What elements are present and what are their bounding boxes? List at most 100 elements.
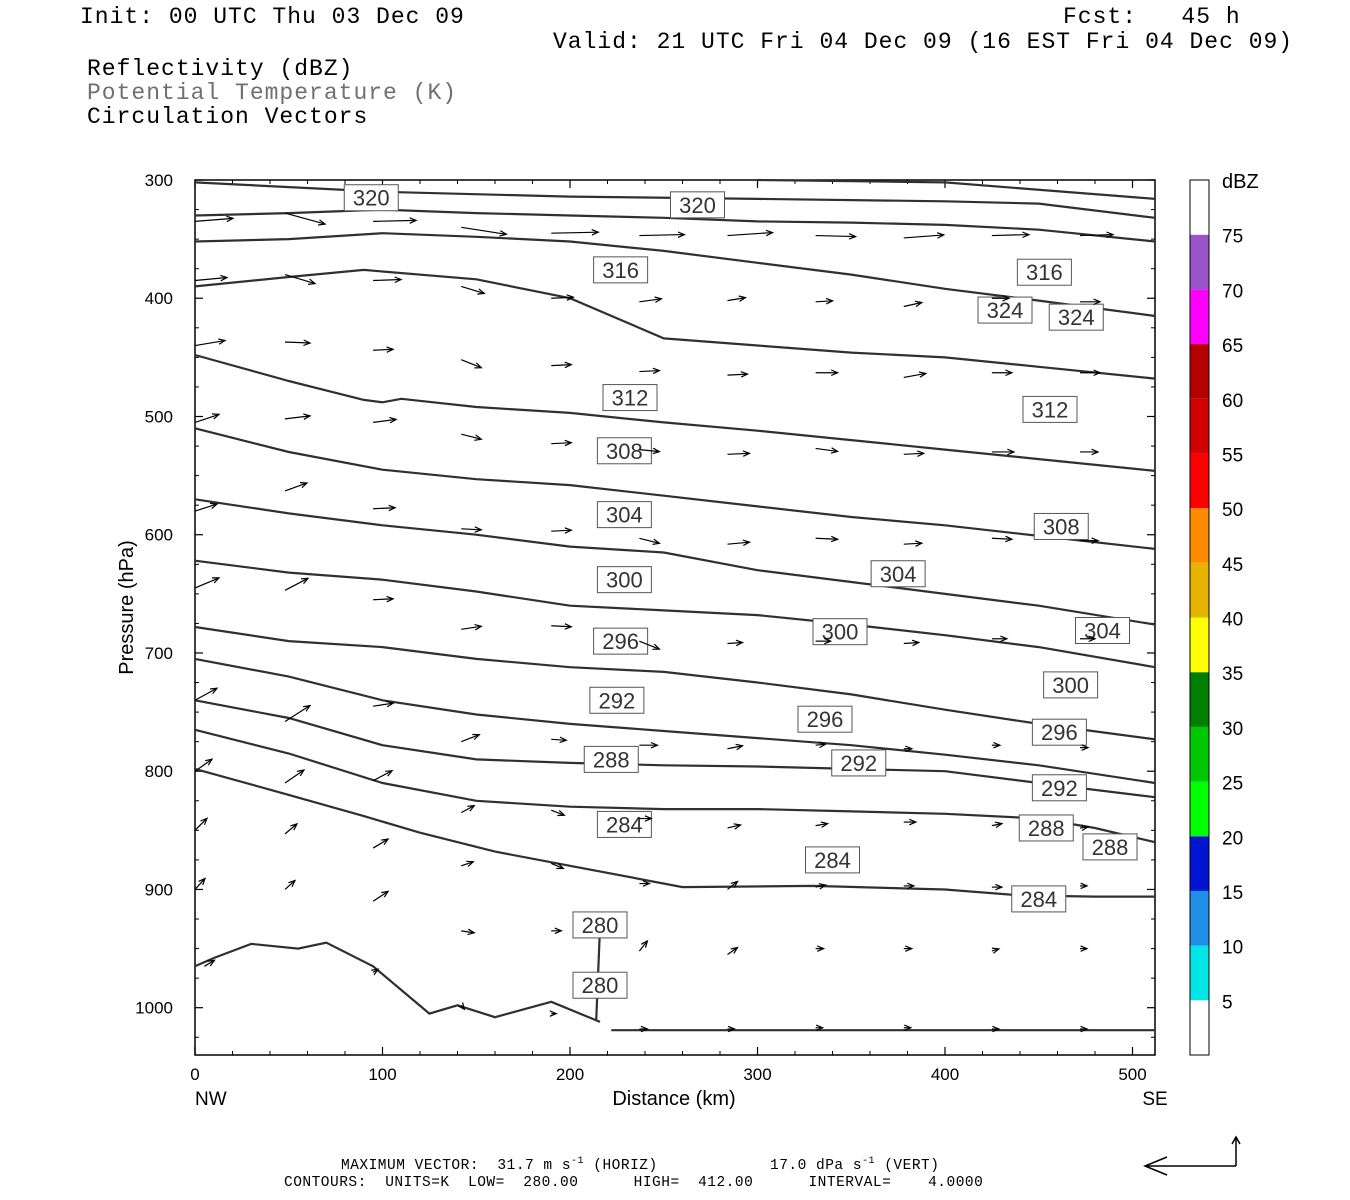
isentrope-284 — [194, 767, 1155, 898]
circulation-vector-head — [992, 1025, 1001, 1033]
circulation-vector-head — [477, 288, 486, 295]
circulation-vector-head — [457, 1002, 466, 1011]
colorbar-tick-label: 5 — [1222, 992, 1233, 1013]
circulation-vector — [373, 348, 394, 351]
circulation-vector-head — [1091, 537, 1100, 544]
circulation-vector — [461, 226, 507, 235]
contour-label-box — [1031, 774, 1087, 802]
circulation-vector — [194, 577, 220, 589]
circulation-vector-head — [564, 623, 573, 630]
circulation-vector — [284, 482, 308, 492]
circulation-vector-head — [1093, 369, 1102, 377]
circulation-vector-head — [740, 371, 750, 378]
x-tick-label: 0 — [190, 1065, 199, 1084]
contour-label: 300 — [1052, 673, 1089, 698]
circulation-vector-head — [640, 1025, 649, 1033]
circulation-vector — [461, 625, 482, 630]
circulation-vector-head — [1022, 231, 1031, 239]
circulation-vector — [461, 861, 474, 867]
contour-label-box — [805, 846, 860, 874]
colorbar-segment — [1190, 672, 1209, 727]
contour-label: 296 — [1041, 720, 1078, 745]
circulation-vector-head — [654, 296, 663, 303]
circulation-vector-head — [652, 538, 661, 545]
circulation-vector — [194, 817, 208, 831]
circulation-vector-head — [994, 821, 1004, 828]
colorbar-tick-label: 75 — [1222, 227, 1243, 248]
circulation-vector-head — [733, 823, 743, 830]
circulation-vector-head — [318, 219, 327, 226]
circulation-vector — [461, 734, 480, 743]
circulation-vector-head — [591, 229, 600, 236]
circulation-vector-head — [640, 939, 649, 948]
circulation-vector — [461, 930, 475, 934]
colorbar-segment — [1190, 234, 1209, 290]
circulation-vector — [194, 758, 213, 772]
circulation-vector-head — [825, 297, 835, 305]
max-vector-horiz: MAXIMUM VECTOR: 31.7 m s — [341, 1157, 572, 1174]
circulation-vector — [727, 880, 738, 890]
colorbar-tick-label: 20 — [1222, 828, 1243, 849]
contour-label: 288 — [1092, 835, 1129, 860]
contour-label: 288 — [1028, 816, 1065, 841]
circulation-vector-head — [303, 413, 312, 420]
contour-label-box — [583, 745, 639, 773]
circulation-vector-head — [209, 687, 219, 695]
colorbar-tick-label: 50 — [1222, 500, 1243, 521]
contour-label-box — [596, 566, 652, 594]
contour-label: 324 — [987, 298, 1024, 323]
colorbar-segment — [1190, 398, 1209, 454]
circulation-vector — [194, 878, 206, 890]
x-tick-label: 100 — [368, 1065, 396, 1084]
circulation-vector — [373, 598, 394, 601]
circulation-vector — [551, 809, 565, 816]
circulation-vector — [194, 503, 218, 512]
circulation-vector-head — [1002, 294, 1011, 302]
contour-label-box — [572, 911, 628, 939]
circulation-vector-head — [1093, 298, 1102, 306]
max-vector-horiz-tag: (HORIZ) — [584, 1157, 658, 1174]
isentrope-280 — [194, 941, 601, 1023]
isentrope-304 — [194, 559, 1156, 669]
contour-label: 296 — [807, 707, 844, 732]
colorbar-tick-label: 45 — [1222, 555, 1243, 576]
circulation-vector-head — [564, 439, 573, 447]
contour-label: 304 — [1084, 619, 1121, 644]
circulation-vector-head — [905, 745, 914, 753]
colorbar-tick-label: 25 — [1222, 774, 1243, 795]
plot-frame — [194, 179, 1156, 1056]
isentrope-312 — [194, 427, 1156, 550]
circulation-vector — [284, 415, 311, 420]
circulation-vector-head — [220, 274, 229, 282]
circulation-vector-head — [1081, 824, 1090, 832]
circulation-vector-head — [652, 643, 661, 650]
circulation-vector — [373, 219, 417, 222]
circulation-vector — [903, 452, 924, 455]
circulation-vector-head — [644, 815, 653, 822]
circulation-vector — [551, 231, 599, 234]
contour-label: 308 — [606, 439, 643, 464]
field-reflectivity: Reflectivity (dBZ) — [87, 56, 354, 82]
circulation-vector-head — [474, 434, 483, 441]
circulation-vector-head — [226, 215, 235, 223]
circulation-vector — [461, 528, 482, 531]
contour-label-box — [1022, 395, 1078, 423]
circulation-vector — [903, 372, 926, 379]
contour-label-box — [1016, 258, 1072, 286]
contour-label-box — [812, 618, 868, 646]
circulation-vector-head — [307, 278, 317, 285]
contour-label: 292 — [599, 688, 636, 713]
circulation-vector-head — [742, 539, 752, 547]
circulation-vector-head — [474, 624, 483, 631]
contour-label: 284 — [814, 848, 851, 873]
unit-exponent: -1 — [862, 1156, 876, 1167]
circulation-vector — [727, 947, 738, 955]
circulation-vector-head — [916, 450, 926, 457]
colorbar-segment — [1190, 726, 1209, 782]
circulation-vector — [815, 447, 838, 453]
circulation-vector — [903, 641, 919, 645]
circulation-vector — [461, 285, 485, 294]
circulation-vector-head — [1005, 369, 1014, 377]
circulation-vector-head — [207, 959, 216, 967]
